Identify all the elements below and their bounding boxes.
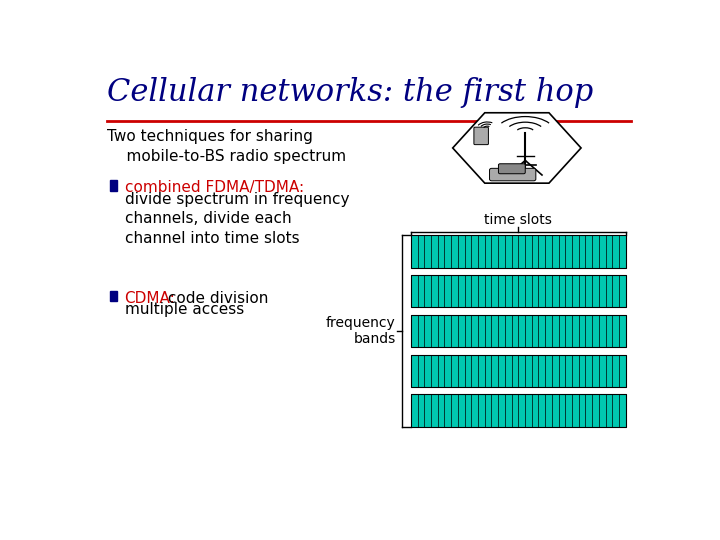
Bar — [411, 355, 626, 387]
Text: combined FDMA/TDMA:: combined FDMA/TDMA: — [125, 180, 304, 195]
Bar — [411, 275, 626, 307]
Text: time slots: time slots — [485, 213, 552, 227]
Bar — [411, 235, 626, 267]
Text: frequency
bands: frequency bands — [326, 316, 396, 346]
Text: multiple access: multiple access — [125, 302, 244, 317]
Text: CDMA:: CDMA: — [125, 291, 176, 306]
Bar — [411, 235, 626, 267]
Bar — [411, 315, 626, 347]
Bar — [411, 315, 626, 347]
Bar — [411, 275, 626, 307]
Bar — [109, 180, 117, 191]
FancyBboxPatch shape — [498, 164, 526, 174]
Bar — [411, 355, 626, 387]
Polygon shape — [453, 113, 581, 183]
Text: divide spectrum in frequency
channels, divide each
channel into time slots: divide spectrum in frequency channels, d… — [125, 192, 349, 246]
FancyBboxPatch shape — [474, 127, 488, 145]
Text: Cellular networks: the first hop: Cellular networks: the first hop — [107, 77, 593, 109]
Bar — [411, 394, 626, 427]
Bar — [411, 394, 626, 427]
Text: code division: code division — [163, 291, 268, 306]
Text: Two techniques for sharing
    mobile-to-BS radio spectrum: Two techniques for sharing mobile-to-BS … — [107, 129, 346, 164]
Bar — [109, 291, 117, 301]
FancyBboxPatch shape — [490, 168, 536, 181]
